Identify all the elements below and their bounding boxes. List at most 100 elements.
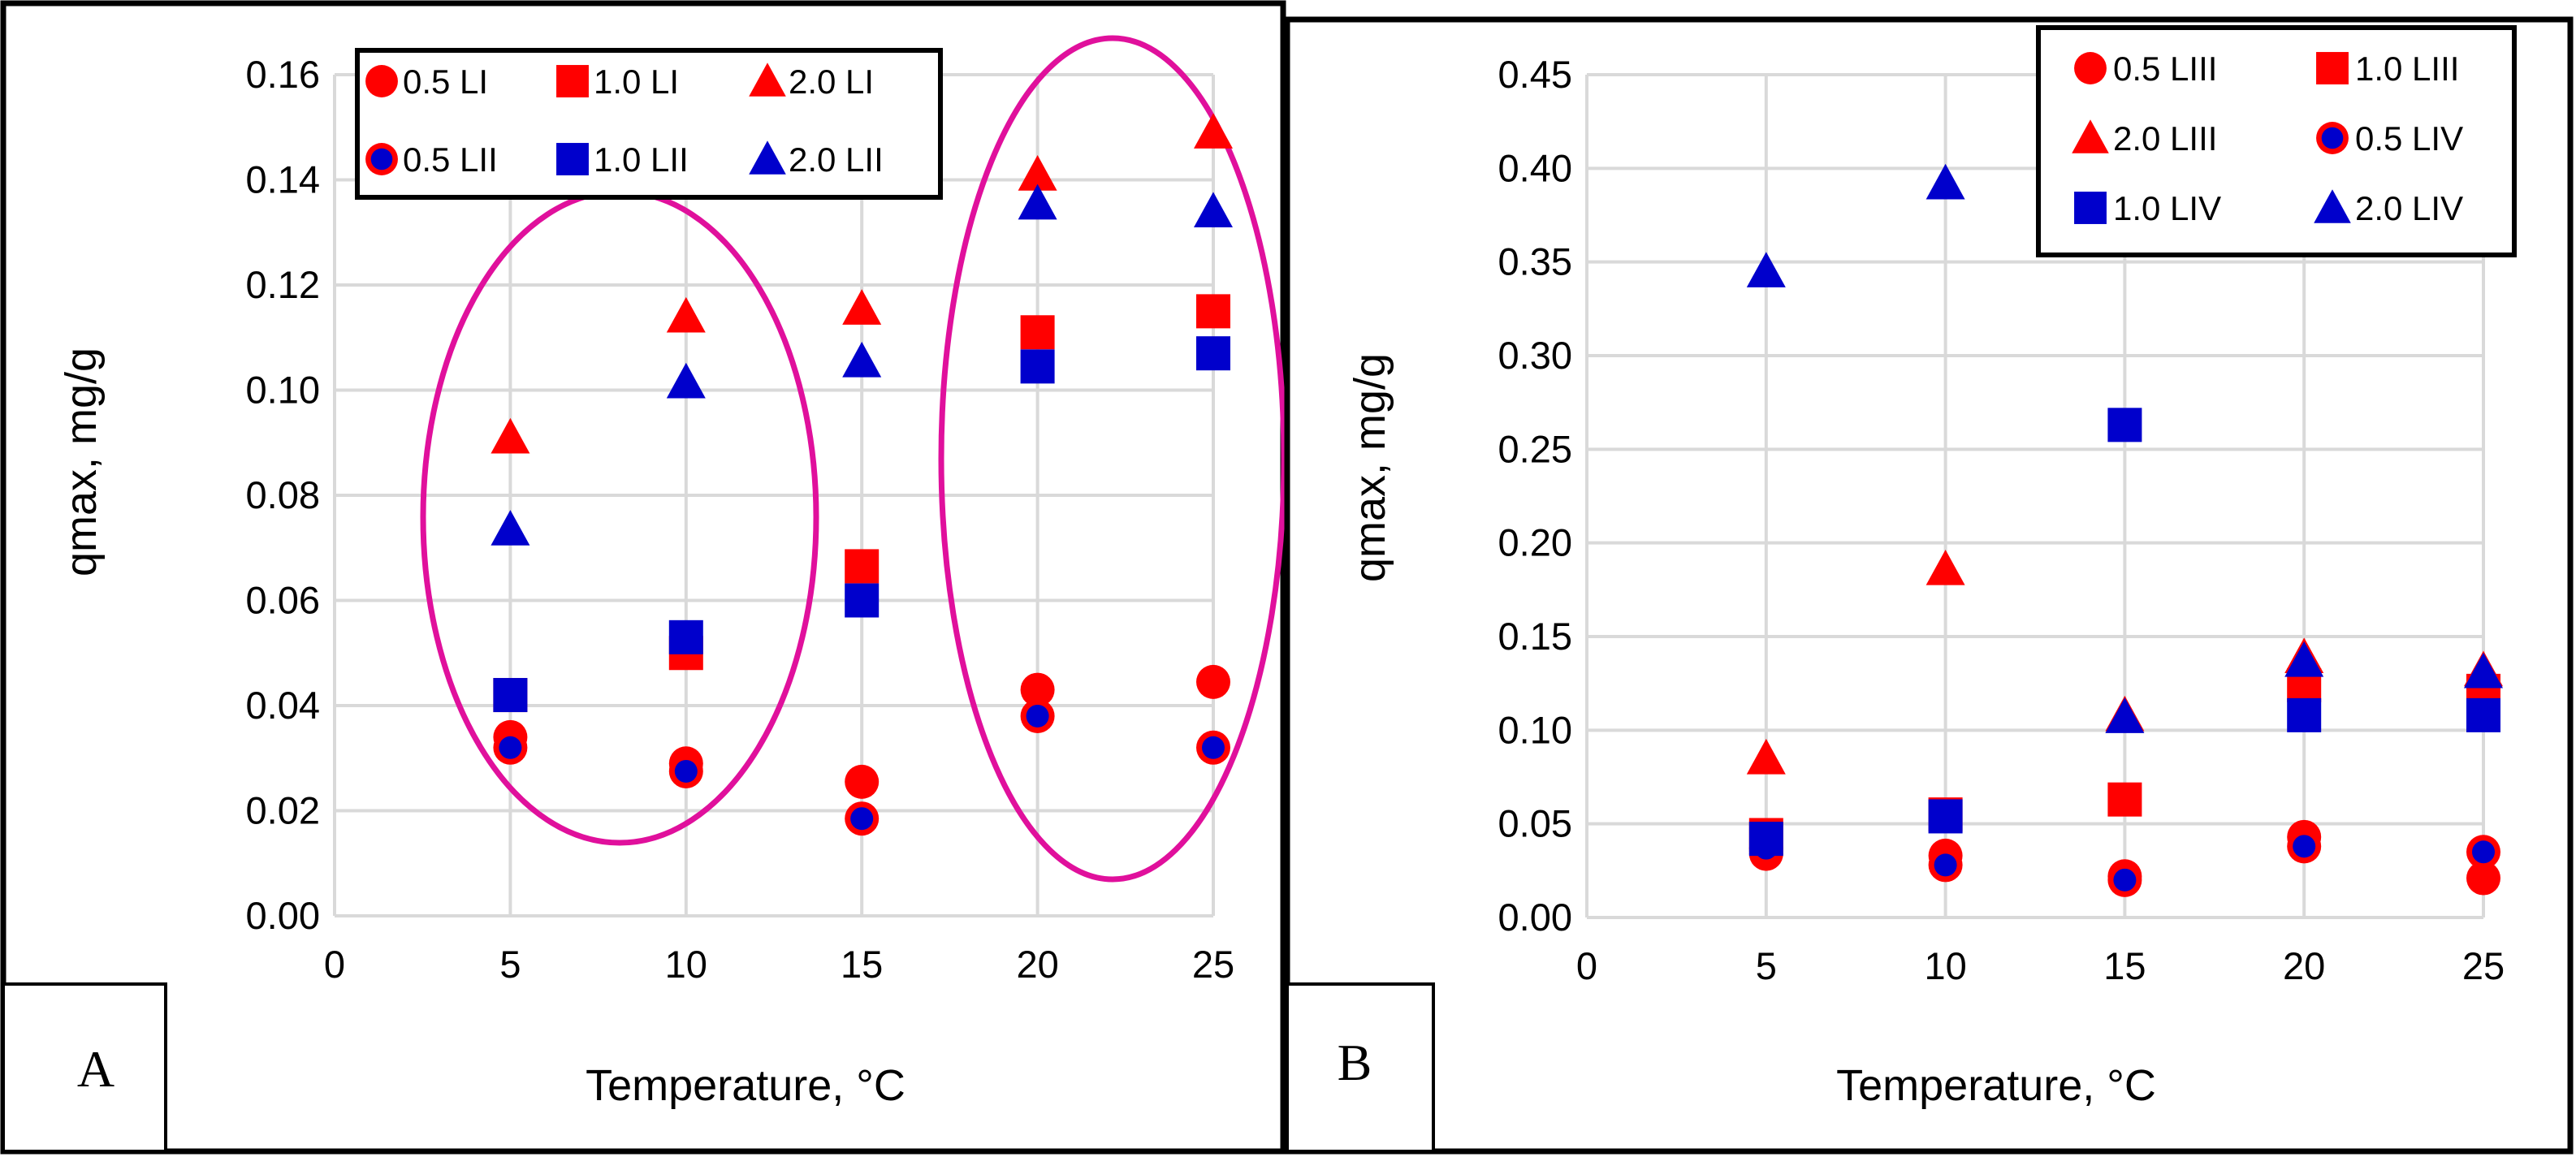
y-tick-label: 0.10 (1498, 708, 1572, 751)
legend-marker (556, 143, 589, 175)
legend-marker (2314, 189, 2351, 223)
data-point (2105, 697, 2145, 733)
legend-marker (2074, 192, 2107, 224)
x-axis-title: Temperature, °C (586, 1061, 905, 1110)
data-point (2466, 835, 2500, 870)
legend-marker (749, 63, 786, 97)
data-point (845, 801, 880, 836)
x-tick-label: 0 (1576, 944, 1597, 987)
data-point (1748, 822, 1783, 857)
legend-label: 0.5 LIV (2355, 119, 2463, 158)
y-tick-label: 0.00 (246, 894, 320, 937)
data-point (2287, 697, 2322, 732)
legend-label: 2.0 LII (789, 140, 884, 179)
data-point (2107, 782, 2142, 817)
x-tick-label: 25 (2462, 944, 2505, 987)
panel-b: 0 5 10 15 20 25 0.00 0.05 0.10 0.15 0.20 0.25 0.30 0.… (1284, 16, 2574, 1155)
legend-box (355, 48, 943, 200)
legend-marker (365, 143, 398, 175)
data-point (493, 678, 528, 713)
data-point (1928, 799, 1963, 834)
y-tick-label: 0.35 (1498, 240, 1572, 283)
panel-a-label: A (77, 1040, 115, 1098)
legend-marker (2316, 122, 2349, 154)
x-tick-label: 10 (1924, 944, 1966, 987)
legend-label: 0.5 LIII (2113, 50, 2217, 88)
legend-label: 2.0 LIV (2355, 189, 2463, 227)
y-tick-label: 0.15 (1498, 615, 1572, 658)
legend-marker (2316, 52, 2349, 84)
legend-marker (749, 140, 786, 175)
data-point (1196, 730, 1230, 765)
y-tick-label: 0.30 (1498, 334, 1572, 377)
data-point (1746, 738, 1786, 775)
data-point (491, 417, 530, 454)
y-axis-title: qmax, mg/g (57, 348, 106, 576)
y-tick-label: 0.04 (246, 684, 320, 727)
y-tick-label: 0.20 (1498, 521, 1572, 564)
data-point (1196, 664, 1230, 699)
legend-label: 1.0 LIV (2113, 189, 2221, 227)
x-tick-label: 15 (2103, 944, 2146, 987)
data-point (666, 296, 706, 333)
panel-a-label-box (2, 982, 167, 1153)
y-tick-label: 0.00 (1498, 896, 1572, 939)
data-point (2466, 861, 2500, 896)
data-point (1194, 192, 1233, 228)
legend-label: 0.5 LII (403, 140, 498, 179)
data-point (1196, 294, 1230, 329)
data-point (845, 583, 880, 618)
data-point (842, 289, 882, 325)
data-point (1020, 315, 1055, 350)
y-tick-label: 0.25 (1498, 427, 1572, 470)
legend-label: 0.5 LI (403, 63, 488, 101)
y-tick-label: 0.16 (246, 53, 320, 96)
x-tick-label: 5 (499, 943, 521, 986)
panel-b-label: B (1338, 1034, 1372, 1091)
panel-b-label-box (1286, 982, 1435, 1153)
data-point (2107, 408, 2142, 443)
y-tick-label: 0.02 (246, 789, 320, 832)
data-point (842, 341, 882, 378)
legend-label: 1.0 LI (594, 63, 679, 101)
data-point (845, 764, 880, 799)
legend-label: 1.0 LIII (2355, 50, 2459, 88)
highlight-ellipse (938, 35, 1287, 883)
data-point (1196, 336, 1230, 371)
y-tick-label: 0.10 (246, 369, 320, 412)
legend-marker (365, 65, 398, 97)
data-point (491, 510, 530, 546)
data-point (1928, 848, 1963, 883)
data-point (1020, 672, 1055, 707)
data-point (2287, 829, 2322, 864)
y-tick-label: 0.05 (1498, 802, 1572, 845)
panel-a: 0 5 10 15 20 25 0.00 0.02 0.04 0.06 0.08 0.10 0.12 0.… (0, 0, 1287, 1155)
data-point (1020, 349, 1055, 384)
y-tick-label: 0.45 (1498, 53, 1572, 96)
data-point (668, 753, 703, 788)
y-tick-label: 0.12 (246, 263, 320, 306)
y-tick-label: 0.14 (246, 158, 320, 201)
y-axis-title: qmax, mg/g (1346, 353, 1394, 582)
legend-marker (2072, 119, 2109, 153)
legend-label: 1.0 LII (594, 140, 689, 179)
y-tick-label: 0.06 (246, 579, 320, 622)
x-tick-label: 20 (2283, 944, 2325, 987)
legend-label: 2.0 LIII (2113, 119, 2217, 158)
data-point (1746, 252, 1786, 287)
data-point (1194, 113, 1233, 149)
x-tick-label: 0 (324, 943, 345, 986)
x-tick-label: 10 (665, 943, 707, 986)
data-point (666, 362, 706, 399)
data-point (668, 620, 703, 654)
x-axis-title: Temperature, °C (1836, 1061, 2156, 1110)
legend-marker (2074, 52, 2107, 84)
x-tick-label: 5 (1756, 944, 1777, 987)
legend-label: 2.0 LI (789, 63, 874, 101)
x-tick-label: 25 (1192, 943, 1234, 986)
data-point (1926, 163, 1965, 200)
data-point (2466, 697, 2500, 732)
y-tick-label: 0.08 (246, 473, 320, 516)
data-point (2284, 641, 2324, 677)
